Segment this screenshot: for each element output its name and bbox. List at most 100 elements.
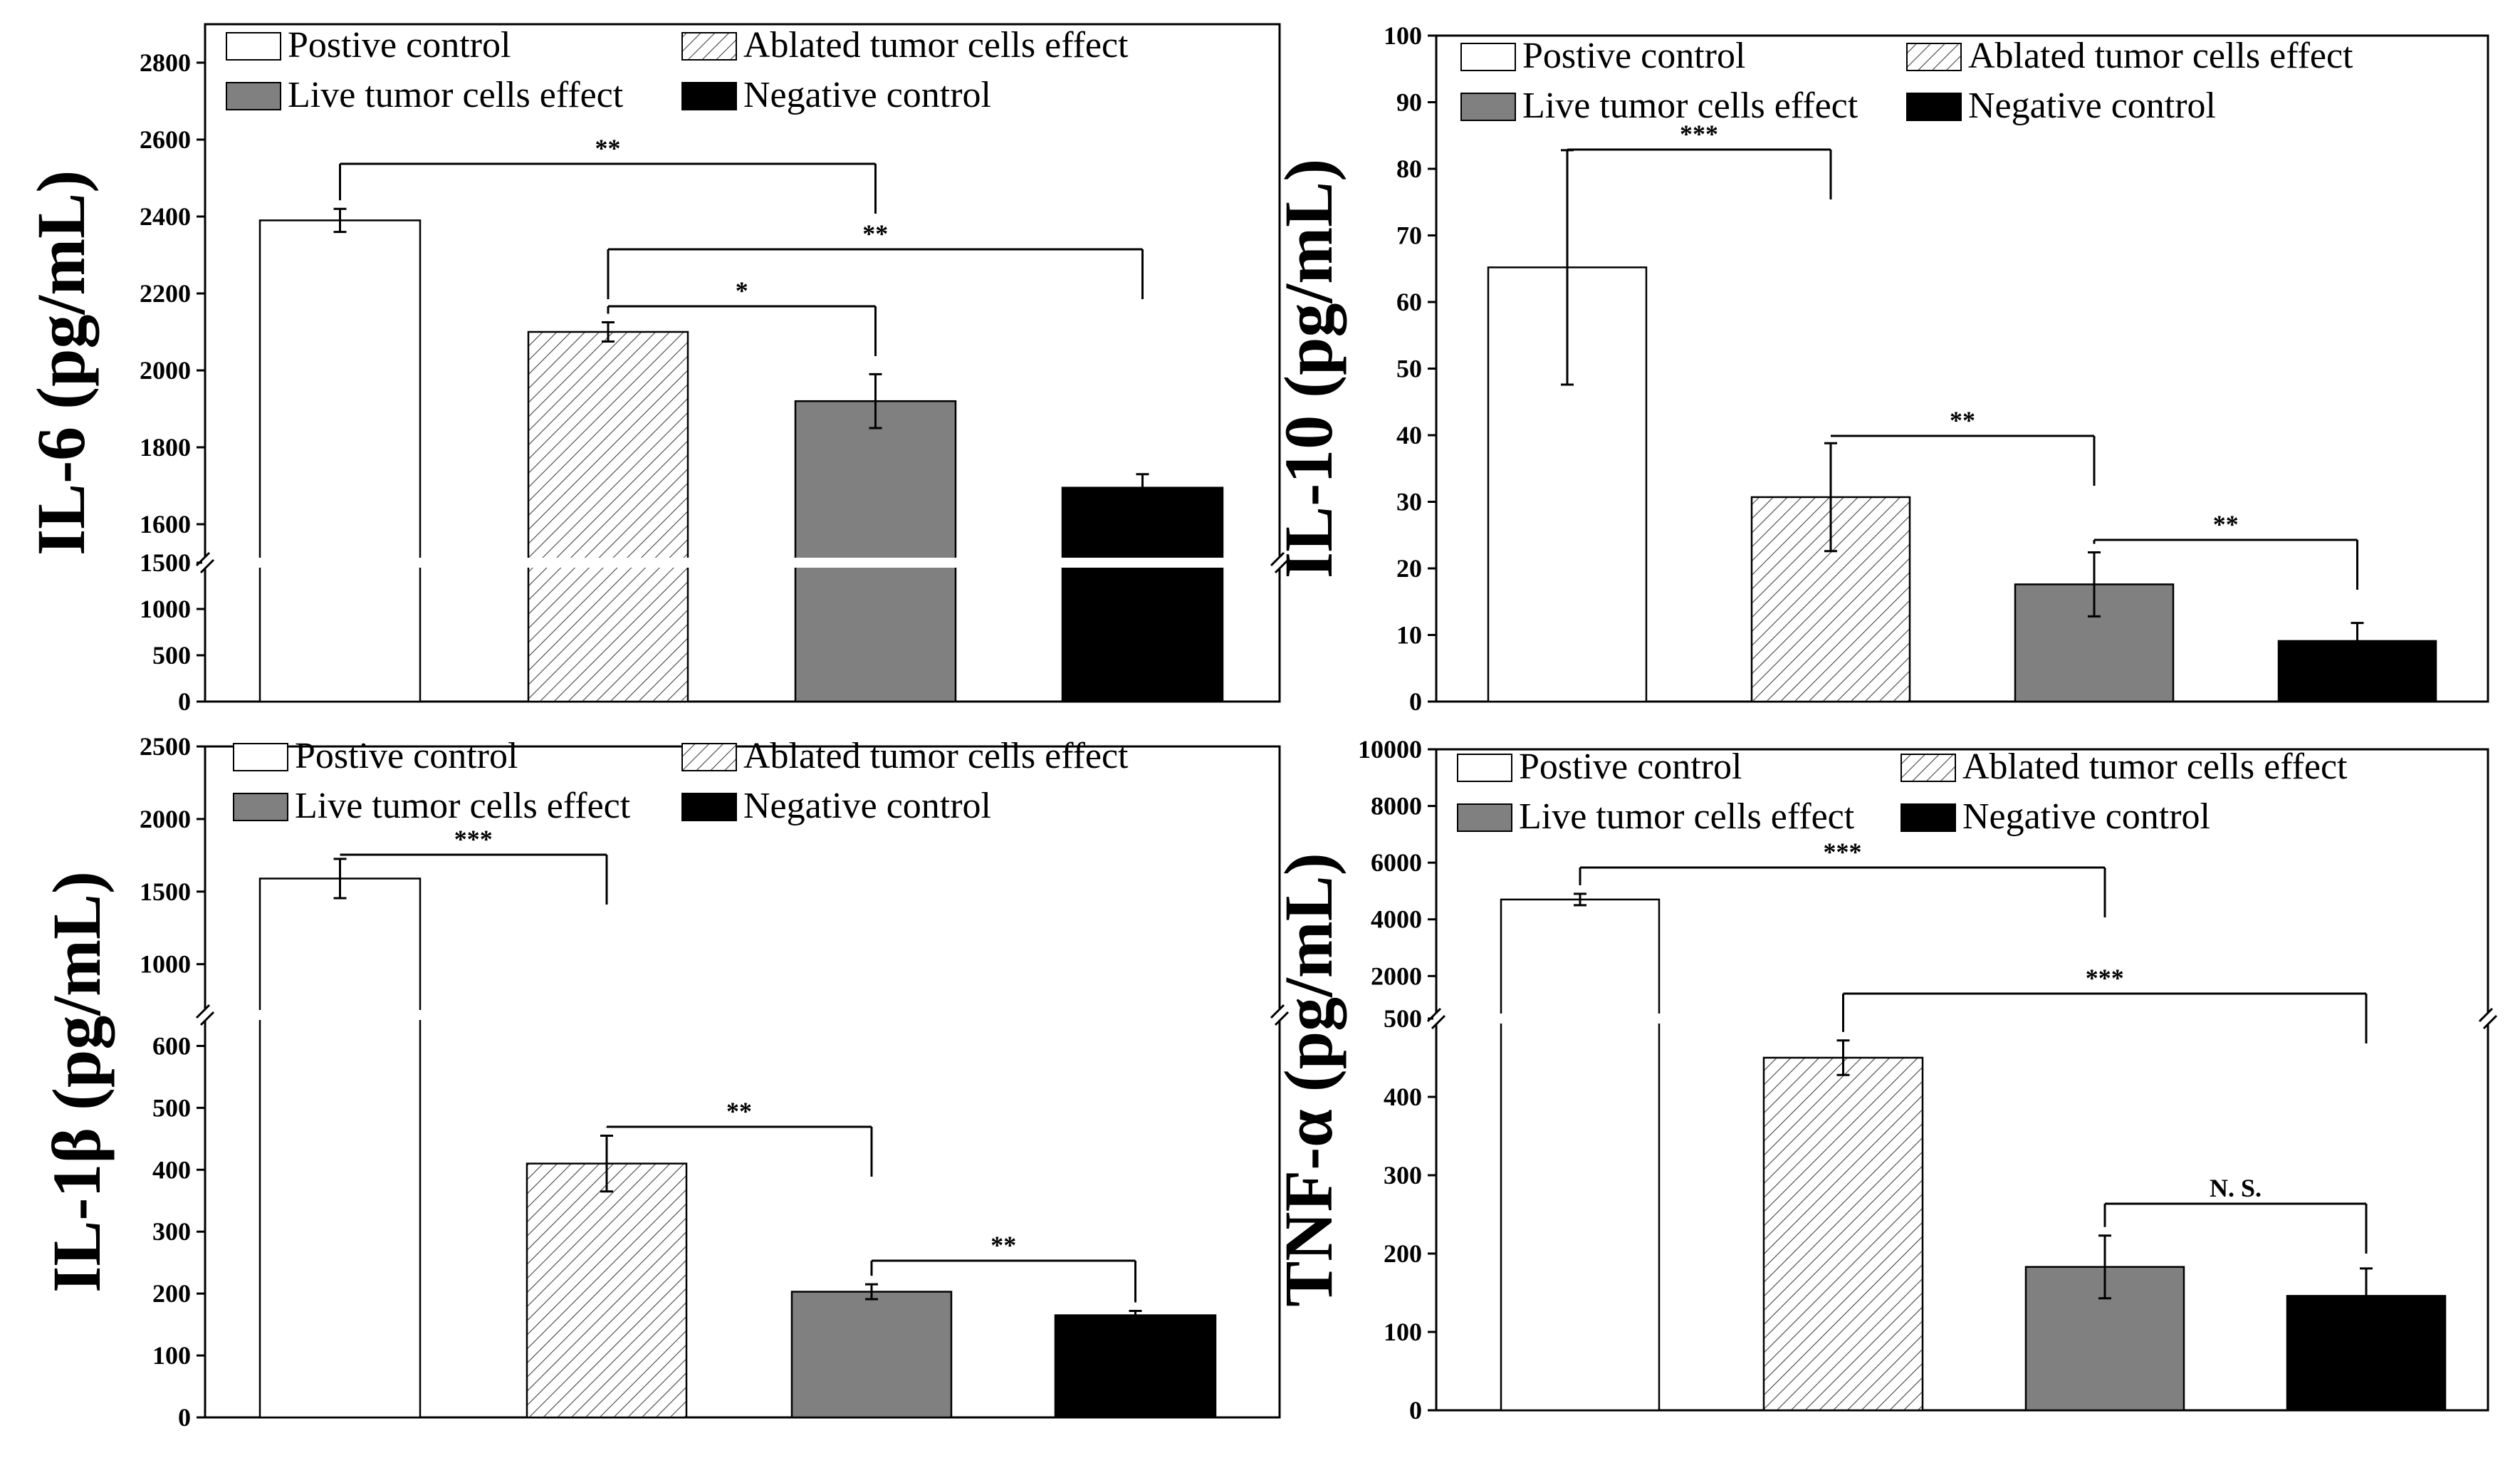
legend-label: Negative control <box>743 786 991 826</box>
legend-label: Ablated tumor cells effect <box>1962 746 2348 787</box>
bar <box>258 878 422 1419</box>
y-tick-label: 0 <box>178 687 191 716</box>
significance-label: ** <box>2213 510 2239 538</box>
plot-frame <box>1435 748 2489 1412</box>
legend-label: Live tumor cells effect <box>295 786 631 826</box>
y-tick-label: 70 <box>1396 222 1422 250</box>
y-tick-label: 8000 <box>1371 792 1422 821</box>
bar <box>1762 1056 1924 1412</box>
significance-label: ** <box>990 1231 1016 1259</box>
axis-break-mark <box>199 558 215 574</box>
y-axis-label: IL-1β (pg/mL) <box>38 871 115 1293</box>
bar <box>527 330 689 703</box>
axis-break-mark <box>2478 1007 2494 1023</box>
y-tick-label: 40 <box>1396 421 1422 449</box>
axis-break-mark <box>1274 1011 1290 1026</box>
y-tick-label: 100 <box>1384 1318 1422 1346</box>
y-tick-label: 6000 <box>1371 848 1422 877</box>
y-tick-label: 2500 <box>140 732 191 761</box>
y-tick-label: 80 <box>1396 155 1422 183</box>
y-tick-label: 2000 <box>1371 962 1422 990</box>
significance-label: *** <box>1680 120 1718 148</box>
bar <box>794 400 957 703</box>
bar <box>258 219 422 703</box>
axis-break-mark <box>195 1004 211 1019</box>
y-tick-label: 500 <box>152 641 191 670</box>
y-tick-label: 2000 <box>140 356 191 385</box>
y-tick-label: 2400 <box>140 202 191 231</box>
significance-label: *** <box>1824 838 1862 866</box>
y-tick-label: 4000 <box>1371 905 1422 934</box>
y-tick-label: 60 <box>1396 288 1422 316</box>
legend-label: Ablated tumor cells effect <box>743 736 1129 776</box>
legend-label: Negative control <box>1962 796 2210 837</box>
axis-break-mark <box>195 551 211 567</box>
significance-label: *** <box>2086 964 2124 992</box>
y-tick-label: 0 <box>1409 1396 1422 1425</box>
legend-swatch <box>681 82 737 110</box>
panel-il10: 0 10 20 30 40 50 60 70 80 90 100 IL-10 (pg/mL) Posti… <box>1270 21 2489 716</box>
axis-break-mark <box>1270 551 1285 567</box>
axis-break-gap <box>202 1010 1282 1020</box>
legend-swatch <box>681 32 737 61</box>
axis-break-gap <box>202 558 1282 568</box>
legend-swatch <box>1457 803 1512 832</box>
bar <box>1054 1314 1217 1419</box>
bar <box>1061 486 1224 703</box>
axis-break-mark <box>2482 1014 2498 1030</box>
y-tick-label: 1600 <box>140 510 191 538</box>
legend-swatch <box>233 793 288 821</box>
axis-break-mark <box>1426 1007 1442 1023</box>
significance-label: ** <box>595 134 621 162</box>
panel-tnfa: 0 100 200 300 400 500 2000 4000 6000 8000 10000 TNF… <box>1270 735 2498 1425</box>
bar <box>1500 898 1661 1412</box>
legend-label: Postive control <box>1522 36 1745 76</box>
y-tick-label: 300 <box>1384 1161 1422 1189</box>
plot-frame <box>204 745 1281 1419</box>
significance-label: *** <box>454 825 493 853</box>
legend-swatch <box>1901 803 1956 832</box>
y-tick-label: 30 <box>1396 488 1422 516</box>
legend-swatch <box>226 32 281 61</box>
y-tick-label: 600 <box>152 1031 191 1060</box>
axis-break-gap <box>1433 1014 2491 1024</box>
bar <box>790 1291 953 1419</box>
legend-swatch <box>1457 754 1512 782</box>
y-tick-label: 1000 <box>140 595 191 623</box>
y-axis-label: TNF-α (pg/mL) <box>1270 853 1347 1307</box>
axis-break-mark <box>199 1011 215 1026</box>
legend-label: Live tumor cells effect <box>1522 85 1858 126</box>
y-tick-label: 200 <box>1384 1239 1422 1268</box>
y-tick-label: 300 <box>152 1217 191 1246</box>
y-tick-label: 100 <box>152 1341 191 1370</box>
legend-label: Negative control <box>1968 85 2216 126</box>
y-tick-label: 2000 <box>140 805 191 833</box>
y-tick-label: 90 <box>1396 88 1422 117</box>
y-tick-label: 2200 <box>140 279 191 308</box>
y-tick-label: 20 <box>1396 554 1422 583</box>
legend-label: Postive control <box>288 25 511 66</box>
y-tick-label: 10000 <box>1358 735 1422 764</box>
y-tick-label: 0 <box>1409 687 1422 716</box>
y-tick-label: 10 <box>1396 621 1422 650</box>
y-axis-label: IL-6 (pg/mL) <box>23 170 99 556</box>
legend-swatch <box>681 743 737 771</box>
y-axis-label: IL-10 (pg/mL) <box>1270 159 1347 578</box>
y-tick-label: 2600 <box>140 125 191 154</box>
significance-label: ** <box>726 1097 752 1125</box>
bar <box>526 1162 688 1419</box>
significance-label: ** <box>862 219 888 248</box>
legend-swatch <box>1906 93 1962 121</box>
legend-swatch <box>1460 93 1516 121</box>
legend-label: Negative control <box>743 75 991 115</box>
axis-break-mark <box>1270 1004 1285 1019</box>
legend-swatch <box>233 743 288 771</box>
y-tick-label: 2800 <box>140 48 191 77</box>
legend-label: Live tumor cells effect <box>288 75 624 115</box>
legend-label: Postive control <box>1519 746 1742 787</box>
y-tick-label: 0 <box>178 1403 191 1432</box>
significance-label: N. S. <box>2210 1174 2262 1202</box>
y-tick-label: 100 <box>1384 21 1422 50</box>
legend-label: Ablated tumor cells effect <box>743 25 1129 66</box>
